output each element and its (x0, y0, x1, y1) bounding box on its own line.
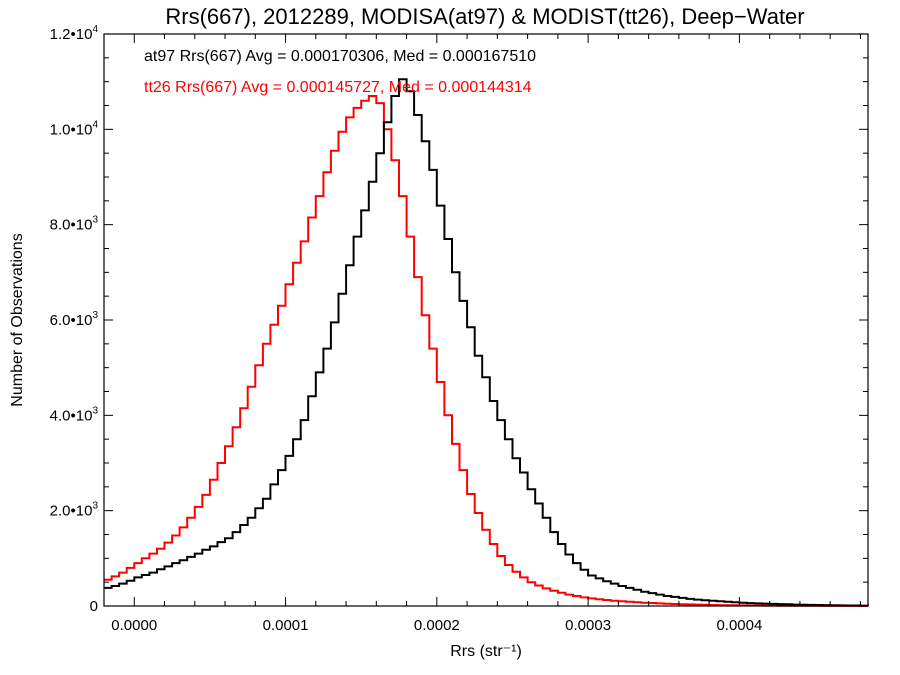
y-tick-label: 1.0•104 (50, 119, 99, 138)
series-tt26-line (104, 95, 868, 607)
y-tick-label: 8.0•103 (50, 215, 99, 234)
x-tick-label: 0.0000 (111, 617, 157, 634)
series-layer (104, 78, 869, 607)
annotation-tt26-stats: tt26 Rrs(667) Avg = 0.000145727, Med = 0… (144, 79, 532, 96)
y-tick-label: 2.0•103 (50, 501, 99, 520)
x-tick-label: 0.0004 (716, 617, 762, 634)
y-tick-label: 1.2•104 (50, 24, 99, 43)
x-axis-label: Rrs (str⁻¹) (450, 643, 522, 660)
x-axis-ticks: 0.0000 0.0001 0.0002 0.0003 0.0004 (103, 34, 861, 634)
annotation-at97-stats: at97 Rrs(667) Avg = 0.000170306, Med = 0… (144, 48, 536, 65)
y-tick-label: 6.0•103 (50, 310, 99, 329)
y-axis-label: Number of Observations (9, 233, 26, 406)
x-tick-label: 0.0003 (565, 617, 611, 634)
y-tick-label: 0 (90, 598, 98, 615)
x-tick-label: 0.0001 (263, 617, 309, 634)
y-tick-label: 4.0•103 (50, 405, 99, 424)
series-at97-line (104, 78, 869, 607)
chart-title: Rrs(667), 2012289, MODISA(at97) & MODIST… (165, 4, 804, 29)
plot-frame (103, 33, 869, 607)
x-tick-label: 0.0002 (414, 617, 460, 634)
y-axis-ticks: 0 2.0•103 4.0•103 6.0•103 8.0•103 1.0•104 1.2•… (50, 24, 868, 615)
